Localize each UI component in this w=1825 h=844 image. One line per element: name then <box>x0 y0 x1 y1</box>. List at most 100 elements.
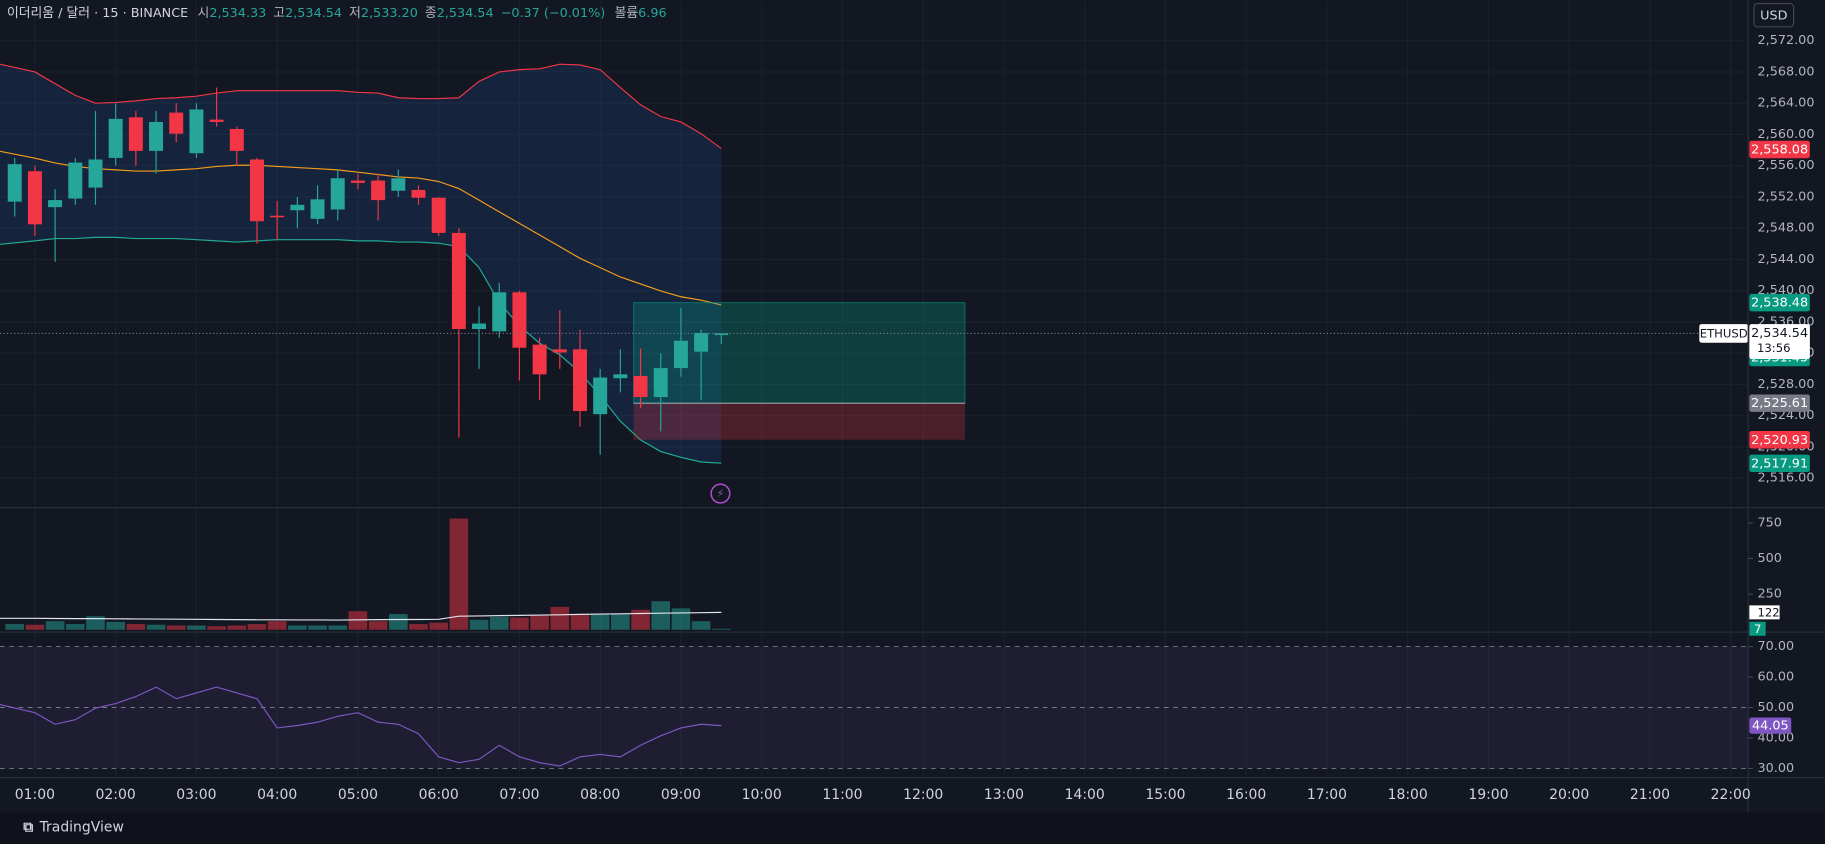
candle-body <box>88 159 103 188</box>
volume-bar <box>469 619 489 630</box>
volume-tick-label: 750 <box>1757 515 1781 530</box>
candle-body <box>149 121 164 151</box>
countdown-label: 13:56 <box>1757 341 1791 355</box>
candle-body <box>128 117 143 151</box>
price-badge <box>1749 454 1810 473</box>
x-tick-label: 11:00 <box>822 787 862 803</box>
header: 이더리움 / 달러 · 15 · BINANCE 시2,534.33 고2,534.… <box>7 5 667 20</box>
band-fill <box>0 64 722 464</box>
price-badge-label: 2,558.08 <box>1751 143 1808 158</box>
currency[interactable]: USD <box>1760 8 1787 23</box>
event-icon[interactable] <box>710 483 731 504</box>
volume-bar <box>146 624 166 630</box>
candle-body <box>270 215 285 218</box>
x-tick-label: 17:00 <box>1307 787 1347 803</box>
symbol-badge <box>1699 324 1749 343</box>
candle-body <box>573 349 587 412</box>
y-tick-label: 2,568.00 <box>1757 64 1814 79</box>
open: 2,534.33 <box>209 5 266 20</box>
x-tick-label: 08:00 <box>580 787 620 803</box>
candle-body <box>7 164 22 202</box>
candle-body <box>350 180 365 183</box>
x-tick-label: 21:00 <box>1630 787 1670 803</box>
price-badge <box>1749 293 1810 312</box>
high: 2,534.54 <box>285 5 342 20</box>
footer <box>0 812 1825 844</box>
volume-label: 볼륨 <box>615 5 639 20</box>
candle-body <box>48 200 63 208</box>
symbol: 이더리움 / 달러 · 15 · BINANCE <box>7 5 188 20</box>
candle-body <box>68 162 83 199</box>
volume-bar <box>550 606 570 630</box>
x-tick-label: 03:00 <box>176 787 216 803</box>
currency-button[interactable] <box>1753 2 1795 28</box>
volume-bar <box>449 518 469 630</box>
price-badge <box>1749 394 1810 412</box>
high-label: 고 <box>273 5 285 20</box>
volume-bar <box>25 624 45 630</box>
volume-tick-label: 250 <box>1757 587 1781 602</box>
x-tick-label: 19:00 <box>1468 787 1508 803</box>
candle-body <box>472 323 487 330</box>
volume-label: 7 <box>1754 622 1761 636</box>
volume-bar <box>388 614 408 630</box>
volume-bar <box>288 625 307 630</box>
volume-ma <box>0 611 722 621</box>
x-tick-label: 05:00 <box>338 787 378 803</box>
position-profit <box>632 302 966 404</box>
price-badge <box>1749 140 1810 159</box>
candle-body <box>552 349 567 353</box>
candle-body <box>209 119 224 122</box>
y-tick-label: 2,572.00 <box>1757 33 1814 48</box>
volume-bar <box>590 614 610 630</box>
x-tick-label: 04:00 <box>257 787 297 803</box>
volume-bar <box>207 626 226 630</box>
y-tick-label: 2,564.00 <box>1757 96 1814 111</box>
band-upper <box>0 63 722 150</box>
volume-bar <box>651 601 671 630</box>
volume-bar <box>247 624 267 630</box>
y-tick-label: 2,556.00 <box>1757 158 1814 173</box>
volume-bar <box>368 621 388 630</box>
volume-bar <box>166 625 186 630</box>
x-tick-label: 22:00 <box>1711 787 1751 803</box>
volume-bar <box>409 624 428 630</box>
y-tick-label: 2,552.00 <box>1757 189 1814 204</box>
rsi-line <box>0 686 722 767</box>
candle-body <box>229 129 244 151</box>
band-basis <box>0 150 722 306</box>
volume-bar <box>65 624 85 630</box>
volume: 6.96 <box>638 5 667 20</box>
x-tick-label: 10:00 <box>742 787 782 803</box>
open-label: 시 <box>198 5 210 20</box>
volume-bar <box>227 625 247 630</box>
volume-bar <box>489 616 509 630</box>
rsi-tick-label: 70.00 <box>1757 639 1794 654</box>
x-tick-label: 16:00 <box>1226 787 1266 803</box>
volume-bar <box>308 625 327 630</box>
close-label: 종 <box>425 5 437 20</box>
y-tick-label: 2,560.00 <box>1757 127 1814 142</box>
price-badge-label: 2,520.93 <box>1751 433 1808 448</box>
candle-body <box>250 159 264 222</box>
x-tick-label: 13:00 <box>984 787 1024 803</box>
x-tick-label: 12:00 <box>903 787 943 803</box>
price-badge-label: 2,517.91 <box>1751 456 1808 471</box>
volume-bar <box>691 621 711 630</box>
candle-body <box>613 374 628 379</box>
rsi-badge <box>1749 717 1792 734</box>
y-tick-label: 2,524.00 <box>1757 408 1814 423</box>
candle-body <box>330 178 345 210</box>
candle-body <box>371 180 386 201</box>
candle-body <box>451 232 466 330</box>
x-tick-label: 09:00 <box>661 787 701 803</box>
position-loss <box>633 403 965 440</box>
x-tick-label: 18:00 <box>1388 787 1428 803</box>
x-tick-label: 20:00 <box>1549 787 1589 803</box>
candle-body <box>633 375 648 397</box>
volume-badge <box>1749 621 1766 636</box>
x-tick-label: 15:00 <box>1145 787 1185 803</box>
x-tick-label: 01:00 <box>15 787 55 803</box>
volume-ma-badge <box>1749 605 1780 620</box>
